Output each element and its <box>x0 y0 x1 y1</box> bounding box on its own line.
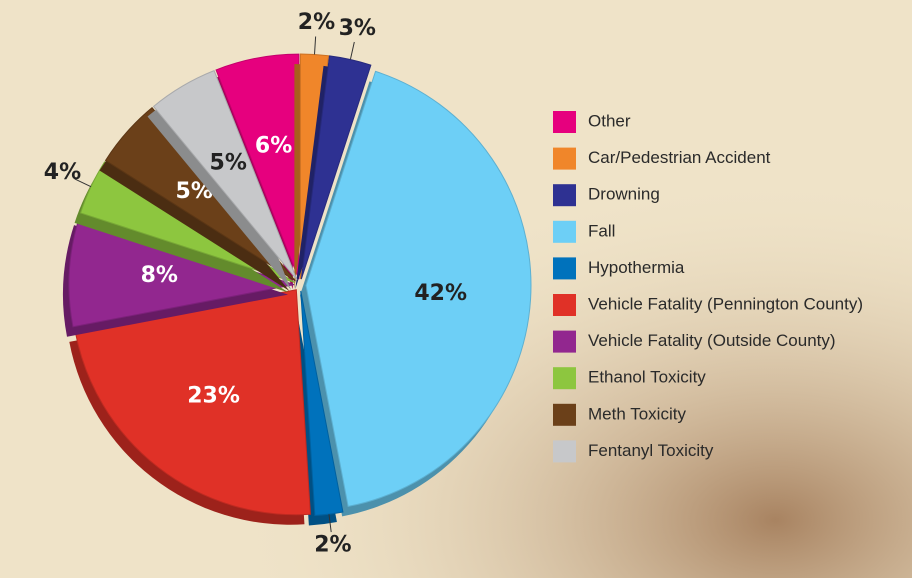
legend-label: Drowning <box>588 185 660 204</box>
legend-label: Ethanol Toxicity <box>588 368 706 387</box>
legend-swatch <box>553 148 576 170</box>
legend-swatch <box>553 221 576 243</box>
data-label: 2% <box>298 10 335 35</box>
legend-swatch <box>553 111 576 133</box>
legend-label: Meth Toxicity <box>588 404 686 423</box>
legend-label: Fall <box>588 221 615 240</box>
legend-label: Fentanyl Toxicity <box>588 441 714 460</box>
data-label: 6% <box>255 133 292 158</box>
chart: 6%2%3%42%2%23%8%4%5%5% OtherCar/Pedestri… <box>0 0 912 578</box>
legend-label: Hypothermia <box>588 258 685 277</box>
legend-swatch <box>553 184 576 206</box>
legend-swatch <box>553 440 576 462</box>
data-label: 42% <box>414 281 467 306</box>
legend-swatch <box>553 367 576 389</box>
data-label: 2% <box>314 532 351 557</box>
data-label: 3% <box>339 16 376 41</box>
legend-swatch <box>553 257 576 279</box>
data-label: 5% <box>210 151 247 176</box>
legend-label: Car/Pedestrian Accident <box>588 148 771 167</box>
legend-swatch <box>553 294 576 316</box>
data-label: 8% <box>141 263 178 288</box>
legend-label: Vehicle Fatality (Pennington County) <box>588 294 863 313</box>
data-label: 23% <box>187 383 240 408</box>
page: {"chart_data": {"type": "pie", "categori… <box>0 0 912 578</box>
legend-swatch <box>553 404 576 426</box>
data-label: 4% <box>44 160 81 185</box>
legend-label: Vehicle Fatality (Outside County) <box>588 331 836 350</box>
legend-label: Other <box>588 111 631 130</box>
legend-swatch <box>553 331 576 353</box>
